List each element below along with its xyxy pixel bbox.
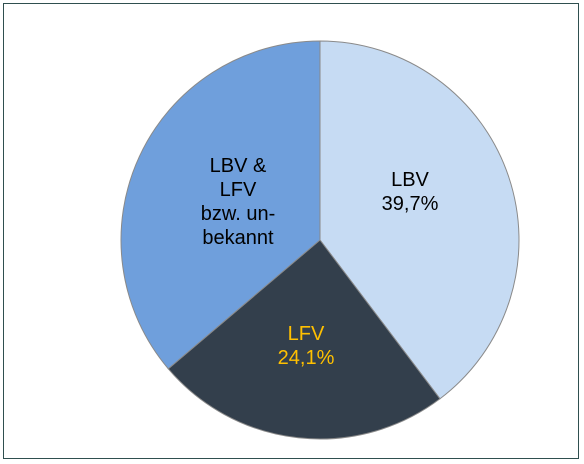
category-label: LBV — [391, 169, 429, 191]
pie-slice — [167, 239, 441, 440]
pie-slice — [319, 40, 520, 400]
category-label: LBV & LFV bzw. un- bekannt — [200, 155, 276, 249]
value-label: 39,7% — [381, 193, 439, 215]
pie-slice — [120, 40, 321, 370]
slice-label: LBV & LFV bzw. un- bekannt — [201, 154, 275, 250]
frame — [3, 3, 579, 459]
slice-label: LBV 39,7% — [382, 168, 439, 216]
slice-label: LFV 24,1% — [278, 322, 335, 370]
value-label: 24,1% — [277, 347, 335, 369]
category-label: LFV — [287, 323, 325, 345]
